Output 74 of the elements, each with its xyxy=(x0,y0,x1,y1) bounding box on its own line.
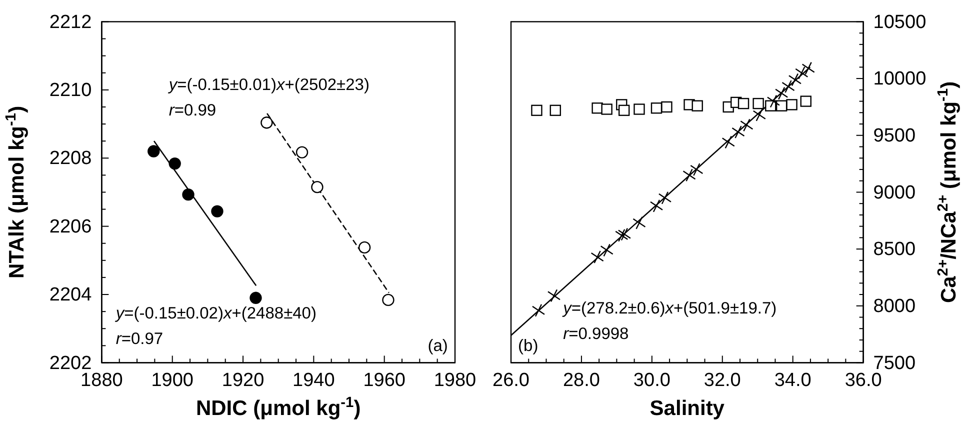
point xyxy=(531,104,542,116)
annotation: (b) xyxy=(518,336,538,355)
point xyxy=(550,104,561,116)
y-tick-label: 2206 xyxy=(49,216,92,238)
point xyxy=(766,94,780,108)
point xyxy=(752,98,764,110)
point xyxy=(600,244,614,257)
x-axis-title: NDIC (μmol kg$^{-1}$) xyxy=(196,395,361,420)
x-tick-label: 26.0 xyxy=(492,370,530,392)
point xyxy=(250,292,262,304)
point xyxy=(601,104,612,115)
point xyxy=(774,86,788,100)
x-tick-label: 28.0 xyxy=(562,370,600,392)
point xyxy=(722,136,735,149)
point xyxy=(358,241,371,254)
annotation: (a) xyxy=(428,336,448,355)
point xyxy=(634,104,645,115)
point xyxy=(650,199,664,212)
point xyxy=(260,116,273,129)
annotation: r=0.99 xyxy=(168,101,216,120)
point xyxy=(182,188,194,201)
point xyxy=(692,100,703,112)
x-tick-label: 34.0 xyxy=(774,370,812,392)
y2-tick-label: 10500 xyxy=(873,12,926,33)
y-tick-label: 2204 xyxy=(49,284,92,306)
y2-tick-label: 10000 xyxy=(873,68,926,90)
point xyxy=(786,99,798,110)
x-tick-label: 1960 xyxy=(363,370,406,392)
x-tick-label: 1920 xyxy=(222,370,264,392)
annotation: y=(-0.15±0.01)x+(2502±23) xyxy=(168,76,370,94)
y-tick-label: 2212 xyxy=(49,12,92,33)
point xyxy=(800,96,812,107)
point xyxy=(532,304,546,318)
point xyxy=(650,102,662,114)
point xyxy=(788,73,802,86)
point xyxy=(211,205,224,218)
annotation: r=0.9998 xyxy=(563,324,629,343)
point xyxy=(382,294,394,306)
point xyxy=(752,108,766,122)
point xyxy=(618,104,630,116)
y-tick-label: 2208 xyxy=(49,148,92,170)
y2-tick-label: 8000 xyxy=(873,296,916,317)
point xyxy=(690,162,704,176)
point xyxy=(547,289,561,302)
point xyxy=(732,125,745,139)
point xyxy=(795,66,808,80)
y2-tick-label: 9000 xyxy=(873,182,916,204)
y2-tick-label: 8500 xyxy=(873,239,916,260)
point xyxy=(802,62,815,75)
x-tick-label: 1940 xyxy=(292,370,335,392)
annotation: y=(278.2±0.6)x+(501.9±19.7) xyxy=(562,299,777,318)
x-tick-label: 30.0 xyxy=(633,370,670,392)
point xyxy=(615,228,628,242)
x-axis-title: Salinity xyxy=(650,397,725,420)
point xyxy=(168,157,181,170)
point xyxy=(782,80,795,94)
point xyxy=(740,118,754,132)
point xyxy=(296,146,308,158)
annotation: r=0.97 xyxy=(116,330,164,348)
annotation: y=(-0.15±0.02)x+(2488±40) xyxy=(114,304,316,322)
point xyxy=(311,180,324,194)
y2-tick-label: 9500 xyxy=(873,125,916,146)
point xyxy=(738,98,750,110)
point xyxy=(658,191,672,204)
point xyxy=(682,168,696,182)
x-tick-label: 1900 xyxy=(151,370,194,392)
point xyxy=(618,228,632,241)
y-tick-label: 2210 xyxy=(49,80,92,101)
point xyxy=(661,101,672,113)
x-tick-label: 1980 xyxy=(434,370,476,392)
point xyxy=(590,250,604,264)
x-tick-label: 32.0 xyxy=(704,370,741,392)
point xyxy=(148,145,160,158)
point xyxy=(632,216,646,230)
